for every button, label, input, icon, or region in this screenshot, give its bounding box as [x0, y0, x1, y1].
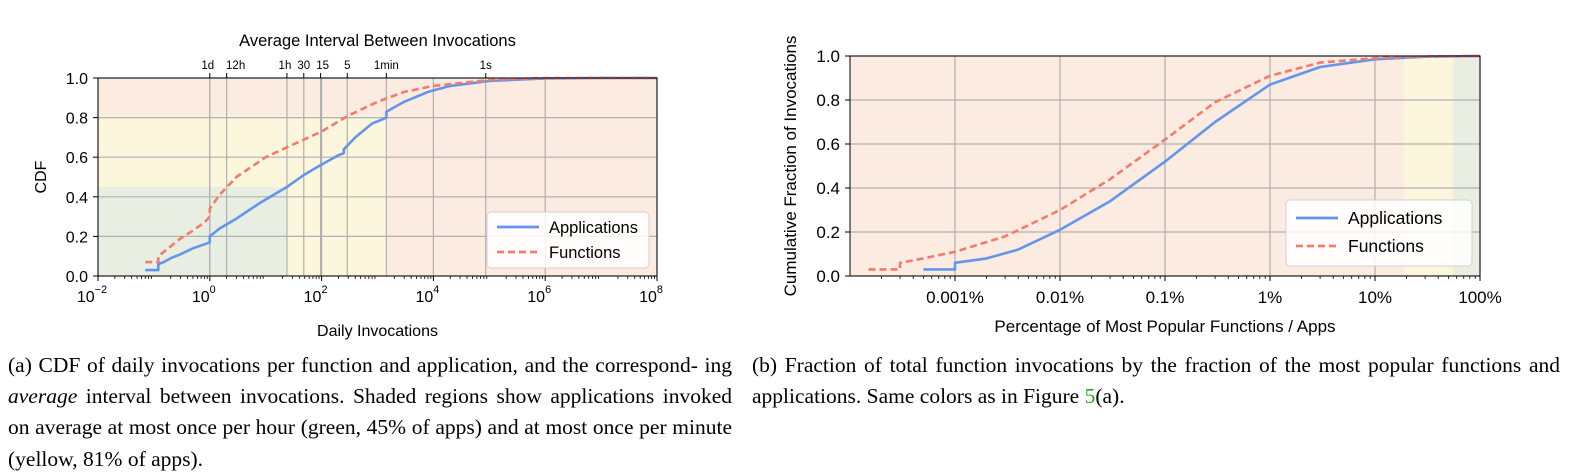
- x-tick-label: 0.1%: [1146, 288, 1185, 307]
- series-line-applications: [145, 76, 657, 272]
- x-tick-label: 100: [192, 284, 216, 306]
- x-tick-label: 104: [415, 284, 439, 306]
- x-axis-label: Daily Invocations: [317, 323, 438, 340]
- caption-a-prefix: (a) CDF of daily invocations per functio…: [8, 353, 732, 377]
- x-tick-exponent: 8: [657, 284, 663, 296]
- y-tick-label: 1.0: [66, 71, 88, 88]
- y-tick-label: 0.8: [816, 91, 840, 110]
- y-tick-label: 0.0: [66, 269, 88, 286]
- x-tick-base: 10: [415, 289, 433, 306]
- top-tick-label: 1h: [279, 60, 292, 72]
- y-tick-label: 0.8: [66, 111, 88, 128]
- x-tick-label: 106: [527, 284, 551, 306]
- plot-frame: [97, 77, 658, 277]
- top-tick-label: 12h: [226, 60, 245, 72]
- caption-a-emphasis: average: [8, 384, 78, 409]
- x-axis-label: Percentage of Most Popular Functions / A…: [994, 317, 1335, 336]
- legend-label-functions: Functions: [549, 244, 621, 262]
- legend-label-applications: Applications: [549, 219, 638, 237]
- series-line-functions: [868, 54, 1481, 271]
- top-tick-label: 15: [316, 60, 329, 72]
- caption-b: (b) Fraction of total function invocatio…: [752, 350, 1560, 412]
- top-tick-label: 1s: [480, 60, 492, 72]
- x-tick-label: 10%: [1358, 288, 1392, 307]
- x-tick-label: 10−2: [77, 284, 107, 306]
- series-line-functions: [145, 76, 657, 264]
- top-tick-label: 1d: [201, 60, 214, 72]
- y-tick-label: 0.6: [816, 135, 840, 154]
- x-tick-exponent: 2: [321, 284, 327, 296]
- top-tick-label: 30: [297, 60, 310, 72]
- y-tick-label: 0.2: [816, 223, 840, 242]
- x-tick-base: 10: [527, 289, 545, 306]
- top-tick-label: 1min: [374, 60, 399, 72]
- legend-label-applications: Applications: [1348, 208, 1443, 228]
- top-tick-label: 5: [344, 60, 350, 72]
- top-axis-label: Average Interval Between Invocations: [239, 32, 516, 50]
- legend-label-functions: Functions: [1348, 236, 1424, 256]
- x-tick-base: 10: [639, 289, 657, 306]
- legend-box: [1285, 199, 1473, 267]
- x-tick-label: 108: [639, 284, 663, 306]
- x-tick-exponent: 6: [545, 284, 551, 296]
- x-tick-base: 10: [192, 289, 210, 306]
- y-tick-label: 0.6: [66, 150, 88, 167]
- y-tick-label: 0.2: [66, 229, 88, 246]
- x-tick-exponent: 0: [210, 284, 216, 296]
- x-tick-label: 100%: [1458, 288, 1501, 307]
- series-line-applications: [923, 54, 1481, 271]
- y-tick-label: 0.4: [66, 190, 88, 207]
- caption-a: (a) CDF of daily invocations per functio…: [8, 350, 732, 475]
- x-tick-label: 0.01%: [1036, 288, 1084, 307]
- x-tick-exponent: 4: [433, 284, 439, 296]
- x-tick-base: 10: [304, 289, 322, 306]
- x-tick-base: 10: [77, 289, 95, 306]
- figure-reference-link[interactable]: 5: [1084, 384, 1096, 409]
- x-tick-label: 0.001%: [926, 288, 984, 307]
- y-axis-label: CDF: [33, 160, 50, 193]
- y-tick-label: 1.0: [816, 47, 840, 66]
- x-tick-label: 1%: [1258, 288, 1283, 307]
- y-tick-label: 0.4: [816, 179, 840, 198]
- x-tick-exponent: −2: [95, 284, 107, 296]
- caption-b-suffix: (a).: [1095, 384, 1125, 409]
- x-tick-label: 102: [304, 284, 328, 306]
- y-tick-label: 0.0: [816, 267, 840, 286]
- chart-b: 0.0 0.2 0.4 0.6 0.8 1.0 0.001% 0.01% 0.1% 1% 10% 10…: [781, 36, 1502, 336]
- y-axis-label: Cumulative Fraction of Invocations: [781, 36, 800, 297]
- caption-a-suffix: interval between invocations. Shaded reg…: [8, 384, 732, 471]
- caption-b-prefix: (b) Fraction of total function invocatio…: [752, 353, 1560, 409]
